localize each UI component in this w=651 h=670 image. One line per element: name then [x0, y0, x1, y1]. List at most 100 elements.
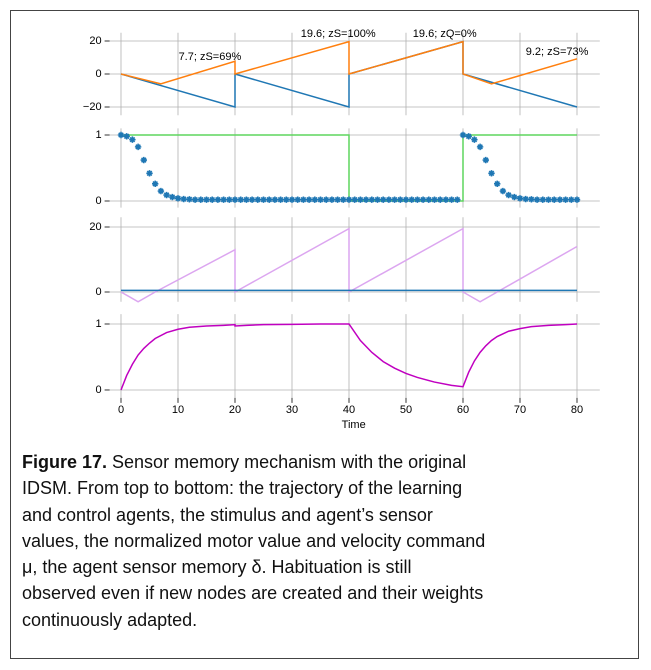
- marker: [505, 191, 512, 199]
- marker: [562, 196, 569, 203]
- caption-line: and control agents, the stimulus and age…: [22, 502, 485, 528]
- caption-text: and control agents, the stimulus and age…: [22, 504, 433, 525]
- caption-line: continuously adapted.: [22, 607, 485, 633]
- marker: [323, 196, 330, 203]
- series-line: [120, 40, 578, 85]
- marker: [385, 196, 393, 203]
- x-tick-label: 60: [457, 404, 469, 416]
- y-tick-label: −20: [83, 101, 102, 113]
- y-tick-label: 0: [95, 68, 101, 80]
- marker: [317, 196, 324, 203]
- marker: [499, 187, 507, 195]
- marker: [146, 170, 153, 177]
- marker: [471, 136, 478, 143]
- marker: [391, 196, 398, 203]
- marker: [551, 196, 558, 203]
- marker: [169, 193, 176, 201]
- marker: [362, 196, 370, 203]
- marker: [226, 196, 233, 203]
- marker: [573, 196, 581, 203]
- annotation: 19.6; zS=100%: [301, 28, 376, 40]
- series-line: [120, 227, 578, 303]
- marker: [533, 196, 541, 203]
- caption-line: values, the normalized motor value and v…: [22, 528, 485, 554]
- figure: −20 0 20 7.7; zS=69% 19.6; zS=100% 19.6; zQ=0…: [83, 28, 600, 431]
- caption-label: Figure 17.: [22, 452, 108, 472]
- x-axis-label: Time: [342, 419, 366, 431]
- y-tick-label: 0: [95, 286, 101, 298]
- marker: [522, 195, 529, 203]
- marker: [220, 196, 227, 203]
- marker: [214, 196, 222, 203]
- marker: [419, 196, 427, 203]
- y-tick-label: 20: [89, 35, 101, 47]
- marker: [140, 156, 147, 164]
- y-tick-label: 0: [95, 195, 101, 207]
- marker: [152, 180, 159, 188]
- marker: [374, 196, 381, 203]
- y-tick-label: 0: [95, 384, 101, 396]
- marker: [271, 196, 279, 203]
- marker: [414, 196, 421, 203]
- x-tick-label: 80: [571, 404, 583, 416]
- x-tick-label: 70: [514, 404, 526, 416]
- y-tick-label: 20: [89, 221, 101, 233]
- marker: [408, 196, 415, 203]
- marker: [345, 196, 353, 203]
- marker: [260, 196, 267, 203]
- marker: [180, 195, 187, 203]
- marker: [494, 180, 501, 188]
- marker: [528, 196, 535, 203]
- caption-line: Figure 17. Sensor memory mechanism with …: [22, 449, 485, 475]
- marker: [129, 136, 136, 143]
- caption-text: Sensor memory mechanism with the origina…: [107, 452, 467, 472]
- marker: [402, 196, 410, 203]
- marker: [511, 193, 518, 201]
- marker: [231, 196, 239, 203]
- marker: [157, 187, 165, 195]
- caption-text: IDSM. From top to bottom: the trajectory…: [22, 478, 463, 499]
- marker: [186, 196, 193, 203]
- series-line: [121, 134, 577, 202]
- marker: [305, 196, 313, 203]
- annotation: 19.6; zQ=0%: [413, 28, 477, 40]
- marker: [448, 196, 455, 203]
- marker: [283, 196, 290, 203]
- y-tick-label: 1: [95, 129, 101, 141]
- marker: [425, 196, 432, 203]
- marker: [123, 133, 130, 140]
- marker: [459, 131, 467, 139]
- marker: [311, 196, 318, 203]
- x-tick-label: 10: [172, 404, 184, 416]
- marker: [254, 196, 261, 203]
- marker: [203, 196, 210, 203]
- x-tick-label: 50: [400, 404, 412, 416]
- marker: [380, 196, 387, 203]
- marker: [516, 195, 524, 202]
- marker: [437, 196, 444, 203]
- caption-line: observed even if new nodes are created a…: [22, 580, 485, 606]
- marker: [243, 196, 250, 203]
- marker: [357, 196, 364, 203]
- marker: [454, 196, 461, 203]
- marker: [174, 195, 182, 202]
- x-tick-label: 40: [343, 404, 355, 416]
- series-line: [120, 323, 578, 391]
- marker: [334, 196, 341, 203]
- marker: [539, 196, 546, 203]
- marker: [237, 196, 244, 203]
- marker: [465, 133, 472, 140]
- caption-text: observed even if new nodes are created a…: [22, 583, 484, 604]
- marker: [488, 170, 495, 177]
- x-tick-label: 30: [286, 404, 298, 416]
- marker: [545, 196, 552, 203]
- marker: [294, 196, 301, 203]
- marker: [134, 143, 142, 151]
- x-tick-label: 20: [229, 404, 241, 416]
- x-tick-label: 0: [118, 404, 124, 416]
- marker: [209, 196, 216, 203]
- marker: [368, 196, 375, 203]
- caption-text: values, the normalized motor value and v…: [22, 530, 486, 551]
- marker: [191, 196, 199, 203]
